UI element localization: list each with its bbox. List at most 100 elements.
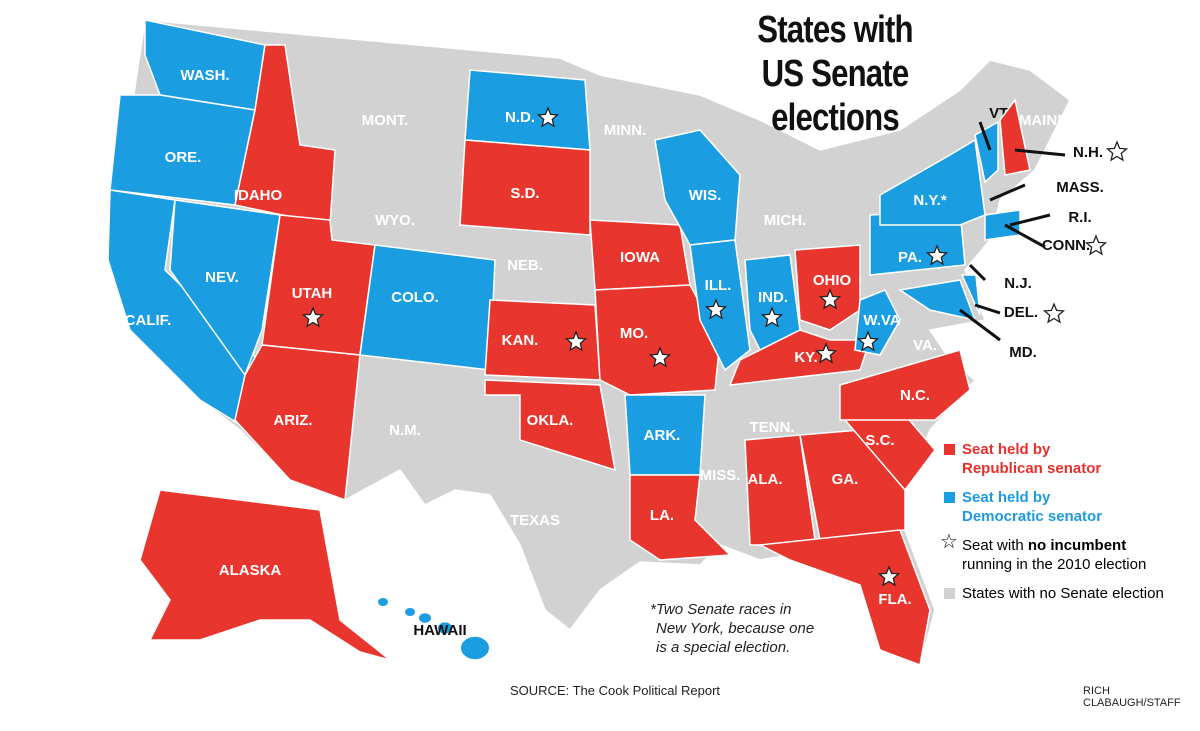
state-hawaii-island — [419, 613, 431, 623]
state-label: LA. — [650, 507, 674, 524]
state-label: COLO. — [391, 289, 439, 306]
state-label: TENN. — [750, 419, 795, 436]
legend-text: Seat held by — [962, 489, 1051, 506]
state-label: ILL. — [705, 277, 732, 294]
state-label: R.I. — [1068, 209, 1091, 226]
title-line-2: US Senate elections — [761, 53, 910, 139]
state-label: WIS. — [689, 187, 722, 204]
callout-line — [968, 263, 987, 282]
state-hawaii-island — [378, 598, 388, 606]
state-label: VA. — [913, 337, 937, 354]
callout-line — [1004, 223, 1046, 249]
state-label: IND. — [758, 289, 788, 306]
footnote-line: New York, because one — [656, 620, 815, 637]
state-hawaii-island — [461, 636, 489, 660]
republican-swatch — [944, 444, 955, 455]
state-label: ARIZ. — [273, 412, 312, 429]
state-label: CONN. — [1042, 237, 1090, 254]
callout-line — [959, 308, 1001, 342]
state-label: KY. — [794, 349, 817, 366]
state-label: N.C. — [900, 387, 930, 404]
legend-no-election: States with no Senate election — [942, 584, 1164, 603]
state-label: MASS. — [1056, 179, 1104, 196]
footnote: *Two Senate races in New York, because o… — [650, 600, 814, 657]
state-nc — [839, 349, 971, 421]
legend-text: States with no Senate election — [962, 585, 1164, 602]
star-icon — [1105, 140, 1129, 162]
footnote-line: *Two Senate races in — [650, 601, 792, 618]
state-label: MISS. — [700, 467, 741, 484]
state-label: N.Y.* — [913, 192, 947, 209]
democrat-swatch — [944, 492, 955, 503]
state-label: N.D. — [505, 109, 535, 126]
legend-text: Seat with — [962, 537, 1028, 554]
state-la — [629, 474, 732, 561]
state-hawaii-island — [405, 608, 415, 616]
state-idaho — [234, 44, 336, 226]
legend-text: no incumbent — [1027, 537, 1127, 554]
state-label: MAINE — [1019, 112, 1067, 129]
state-label: ALASKA — [219, 562, 282, 579]
star-icon — [1084, 234, 1108, 256]
state-label: WYO. — [375, 212, 415, 229]
state-label: S.C. — [865, 432, 894, 449]
state-hawaii-island — [438, 622, 452, 634]
state-label: UTAH — [292, 285, 333, 302]
state-label: OHIO — [813, 272, 852, 289]
star-outline-icon: ☆ — [940, 531, 958, 553]
state-label: PA. — [898, 249, 922, 266]
state-mo — [594, 284, 721, 396]
star-icon — [814, 342, 838, 364]
state-label: S.D. — [510, 185, 539, 202]
legend-democrat: Seat held by Democratic senator — [942, 488, 1164, 526]
state-label: KAN. — [502, 332, 539, 349]
state-label: N.M. — [389, 422, 421, 439]
state-label: TEXAS — [510, 512, 560, 529]
star-icon — [301, 306, 325, 328]
title-line-1: States with — [757, 9, 913, 51]
state-label: ARK. — [644, 427, 681, 444]
state-label: GA. — [832, 471, 859, 488]
map-title: States with US Senate elections — [716, 8, 954, 140]
star-icon — [1042, 302, 1066, 324]
state-label: CALIF. — [125, 312, 172, 329]
legend-text: Republican senator — [962, 460, 1102, 477]
state-label: ALA. — [748, 471, 783, 488]
star-icon — [818, 288, 842, 310]
state-label: W.VA — [863, 312, 900, 329]
callout-line — [974, 303, 1001, 315]
state-label: OKLA. — [527, 412, 574, 429]
callout-line — [1009, 213, 1051, 227]
legend-no-incumbent: ☆ Seat with no incumbent running in the … — [940, 531, 1164, 574]
state-label: HAWAII — [413, 622, 466, 639]
star-icon — [648, 346, 672, 368]
state-label: IDAHO — [234, 187, 283, 204]
state-label: WASH. — [180, 67, 229, 84]
legend-text: running in the 2010 election — [962, 556, 1147, 573]
state-label: MICH. — [764, 212, 807, 229]
state-vt — [974, 120, 999, 184]
state-label: MONT. — [362, 112, 409, 129]
state-nev — [169, 199, 281, 377]
state-label: FLA. — [878, 591, 911, 608]
state-colo — [359, 244, 496, 371]
legend: Seat held by Republican senator Seat hel… — [940, 440, 1164, 613]
state-label: IOWA — [620, 249, 660, 266]
source: SOURCE: The Cook Political Report — [510, 683, 721, 698]
legend-text: Democratic senator — [962, 508, 1103, 525]
star-icon — [760, 306, 784, 328]
state-nh — [999, 98, 1031, 176]
callout-line — [978, 121, 992, 151]
credit: RICH CLABAUGH/STAFF — [1083, 685, 1181, 709]
callout-line — [1014, 148, 1066, 157]
star-icon — [856, 330, 880, 352]
footnote-line: is a special election. — [656, 639, 791, 656]
star-icon — [704, 298, 728, 320]
state-label: N.H. — [1073, 144, 1103, 161]
state-alaska — [139, 489, 391, 661]
star-icon — [877, 565, 901, 587]
state-label: N.J. — [1004, 275, 1032, 292]
state-label: NEV. — [205, 269, 239, 286]
state-conn — [984, 209, 1021, 241]
